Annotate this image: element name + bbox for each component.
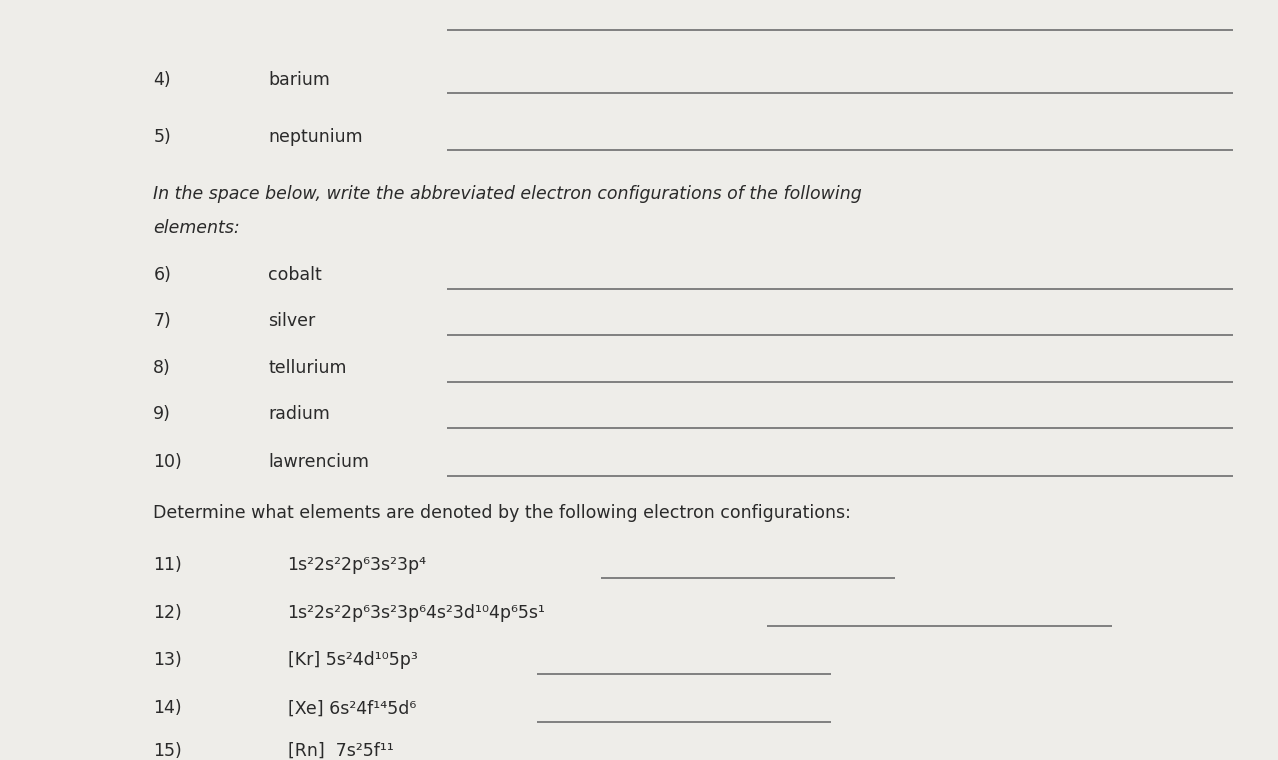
Text: 1s²2s²2p⁶3s²3p⁴: 1s²2s²2p⁶3s²3p⁴ xyxy=(288,556,427,574)
Text: cobalt: cobalt xyxy=(268,266,322,284)
Text: 4): 4) xyxy=(153,71,171,89)
Text: 8): 8) xyxy=(153,359,171,377)
Text: 5): 5) xyxy=(153,128,171,146)
Text: 6): 6) xyxy=(153,266,171,284)
Text: 7): 7) xyxy=(153,312,171,331)
Text: [Kr] 5s²4d¹⁰5p³: [Kr] 5s²4d¹⁰5p³ xyxy=(288,651,418,670)
Text: silver: silver xyxy=(268,312,316,331)
Text: barium: barium xyxy=(268,71,330,89)
Text: 14): 14) xyxy=(153,699,181,717)
Text: [Rn]  7s²5f¹¹: [Rn] 7s²5f¹¹ xyxy=(288,742,394,760)
Text: 9): 9) xyxy=(153,405,171,423)
Text: 11): 11) xyxy=(153,556,181,574)
Text: 12): 12) xyxy=(153,603,181,622)
Text: [Xe] 6s²4f¹⁴5d⁶: [Xe] 6s²4f¹⁴5d⁶ xyxy=(288,699,415,717)
Text: tellurium: tellurium xyxy=(268,359,346,377)
Text: lawrencium: lawrencium xyxy=(268,453,369,471)
Text: 1s²2s²2p⁶3s²3p⁶4s²3d¹⁰4p⁶5s¹: 1s²2s²2p⁶3s²3p⁶4s²3d¹⁰4p⁶5s¹ xyxy=(288,603,546,622)
Text: Determine what elements are denoted by the following electron configurations:: Determine what elements are denoted by t… xyxy=(153,504,851,522)
Text: 15): 15) xyxy=(153,742,181,760)
Text: 13): 13) xyxy=(153,651,181,670)
Text: 10): 10) xyxy=(153,453,181,471)
Text: neptunium: neptunium xyxy=(268,128,363,146)
Text: radium: radium xyxy=(268,405,330,423)
Text: In the space below, write the abbreviated electron configurations of the followi: In the space below, write the abbreviate… xyxy=(153,185,863,203)
Text: elements:: elements: xyxy=(153,219,240,237)
